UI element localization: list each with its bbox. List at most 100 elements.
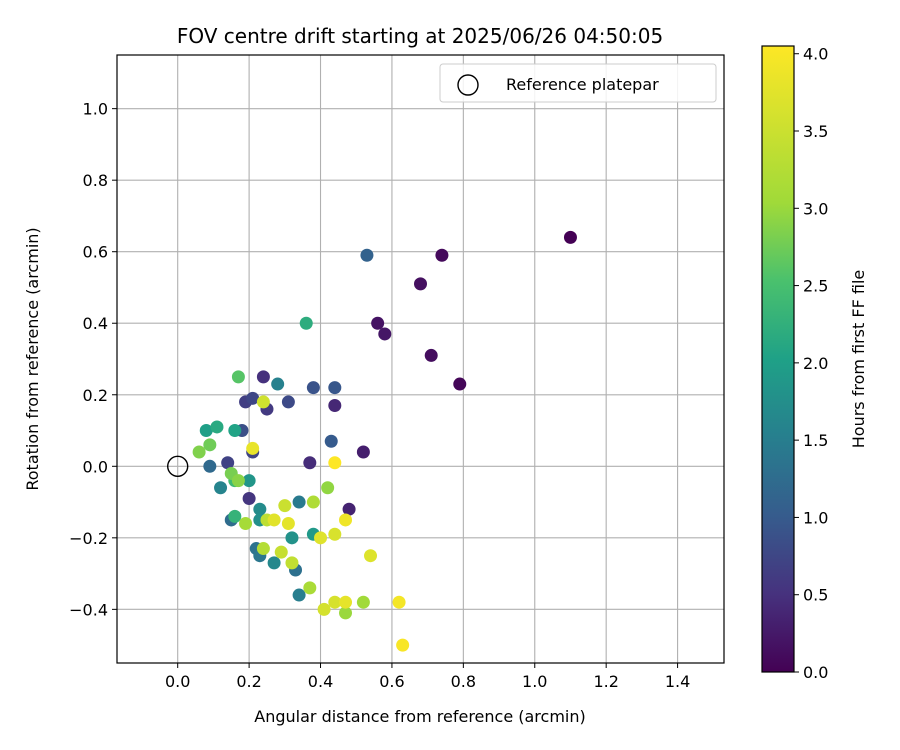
scatter-point bbox=[246, 441, 260, 455]
scatter-point bbox=[392, 595, 406, 609]
scatter-point bbox=[321, 481, 335, 495]
scatter-point bbox=[328, 595, 342, 609]
plot-frame bbox=[116, 54, 725, 664]
x-tick-label: 1.2 bbox=[593, 672, 618, 691]
scatter-point bbox=[314, 531, 328, 545]
scatter-point bbox=[414, 277, 427, 291]
scatter-point bbox=[210, 420, 224, 434]
y-tick-label: −0.2 bbox=[69, 529, 108, 548]
colorbar-tick-label: 2.0 bbox=[803, 354, 828, 373]
scatter-point bbox=[231, 474, 245, 488]
scatter-point bbox=[453, 377, 467, 391]
scatter-point bbox=[253, 502, 267, 516]
scatter-point bbox=[356, 445, 370, 459]
y-axis-ticks: −0.4 −0.2 0.0 0.2 0.4 0.6 0.8 1.0 bbox=[69, 100, 117, 619]
scatter-point bbox=[228, 509, 242, 523]
y-tick-label: 0.0 bbox=[83, 457, 108, 476]
colorbar-tick-label: 1.5 bbox=[803, 431, 828, 450]
x-axis-ticks: 0.0 0.2 0.4 0.6 0.8 1.0 1.2 1.4 bbox=[165, 663, 690, 691]
scatter-point bbox=[339, 606, 353, 620]
scatter-point bbox=[221, 456, 235, 470]
scatter-point bbox=[328, 381, 342, 395]
x-tick-label: 0.6 bbox=[379, 672, 404, 691]
scatter-point bbox=[371, 316, 385, 330]
scatter-point bbox=[324, 434, 338, 448]
scatter-point bbox=[292, 588, 306, 602]
legend-label: Reference platepar bbox=[506, 75, 659, 94]
scatter-point bbox=[242, 491, 256, 505]
x-tick-label: 0.2 bbox=[236, 672, 261, 691]
scatter-point bbox=[256, 395, 270, 409]
x-tick-label: 0.4 bbox=[308, 672, 333, 691]
colorbar-gradient bbox=[761, 45, 795, 673]
scatter-point bbox=[306, 495, 320, 509]
x-axis-label: Angular distance from reference (arcmin) bbox=[254, 707, 585, 726]
y-tick-label: 0.4 bbox=[83, 314, 108, 333]
scatter-point bbox=[256, 370, 270, 384]
scatter-point bbox=[214, 481, 228, 495]
x-tick-label: 0.0 bbox=[165, 672, 190, 691]
scatter-point bbox=[339, 595, 353, 609]
colorbar-tick-label: 3.0 bbox=[803, 199, 828, 218]
y-tick-label: 1.0 bbox=[83, 100, 108, 119]
y-tick-label: 0.8 bbox=[83, 171, 108, 190]
scatter-point bbox=[203, 438, 217, 452]
scatter-point bbox=[285, 531, 299, 545]
scatter-point bbox=[356, 595, 370, 609]
scatter-point bbox=[339, 513, 353, 527]
x-tick-label: 1.4 bbox=[665, 672, 690, 691]
scatter-point bbox=[199, 424, 213, 438]
scatter-point bbox=[203, 459, 217, 473]
scatter-point bbox=[317, 602, 331, 616]
scatter-point bbox=[328, 398, 342, 412]
scatter-point bbox=[396, 638, 410, 652]
scatter-point bbox=[242, 474, 256, 488]
grid bbox=[117, 55, 724, 663]
colorbar-label: Hours from first FF file bbox=[849, 270, 868, 449]
scatter-point bbox=[328, 456, 342, 470]
scatter-point bbox=[292, 495, 306, 509]
scatter-point bbox=[303, 581, 317, 595]
reference-marker bbox=[166, 455, 189, 477]
legend-box bbox=[439, 63, 717, 103]
scatter-point bbox=[424, 348, 438, 362]
scatter-points bbox=[192, 230, 577, 652]
scatter-point bbox=[281, 517, 295, 531]
scatter-point bbox=[306, 381, 320, 395]
scatter-point bbox=[360, 248, 374, 262]
y-tick-label: 0.2 bbox=[83, 386, 108, 405]
scatter-point bbox=[274, 545, 288, 559]
scatter-point bbox=[378, 327, 392, 341]
scatter-point bbox=[285, 556, 299, 570]
scatter-point bbox=[228, 424, 242, 438]
scatter-point bbox=[281, 395, 295, 409]
scatter-point bbox=[328, 527, 342, 541]
scatter-point bbox=[364, 549, 378, 563]
scatter-point bbox=[303, 456, 317, 470]
scatter-point bbox=[256, 542, 270, 556]
scatter-point bbox=[271, 377, 285, 391]
scatter-point bbox=[239, 517, 253, 531]
y-tick-label: 0.6 bbox=[83, 243, 108, 262]
colorbar-ticks: 0.0 0.5 1.0 1.5 2.0 2.5 3.0 3.5 4.0 bbox=[794, 45, 828, 682]
colorbar: 0.0 0.5 1.0 1.5 2.0 2.5 3.0 3.5 4.0 Hours from f… bbox=[761, 45, 868, 682]
legend: Reference platepar bbox=[439, 63, 717, 103]
scatter-point bbox=[278, 499, 292, 513]
scatter-point bbox=[299, 316, 313, 330]
colorbar-tick-label: 3.5 bbox=[803, 122, 828, 141]
chart-title: FOV centre drift starting at 2025/06/26 … bbox=[177, 24, 663, 48]
scatter-point bbox=[192, 445, 206, 459]
colorbar-tick-label: 0.5 bbox=[803, 586, 828, 605]
colorbar-tick-label: 1.0 bbox=[803, 508, 828, 527]
x-tick-label: 0.8 bbox=[451, 672, 476, 691]
scatter-point bbox=[342, 502, 356, 516]
colorbar-tick-label: 0.0 bbox=[803, 663, 828, 682]
colorbar-tick-label: 4.0 bbox=[803, 45, 828, 64]
x-tick-label: 1.0 bbox=[522, 672, 547, 691]
scatter-point bbox=[267, 513, 281, 527]
legend-marker bbox=[457, 74, 479, 96]
scatter-point bbox=[563, 230, 577, 244]
y-tick-label: −0.4 bbox=[69, 600, 108, 619]
scatter-point bbox=[246, 391, 260, 405]
